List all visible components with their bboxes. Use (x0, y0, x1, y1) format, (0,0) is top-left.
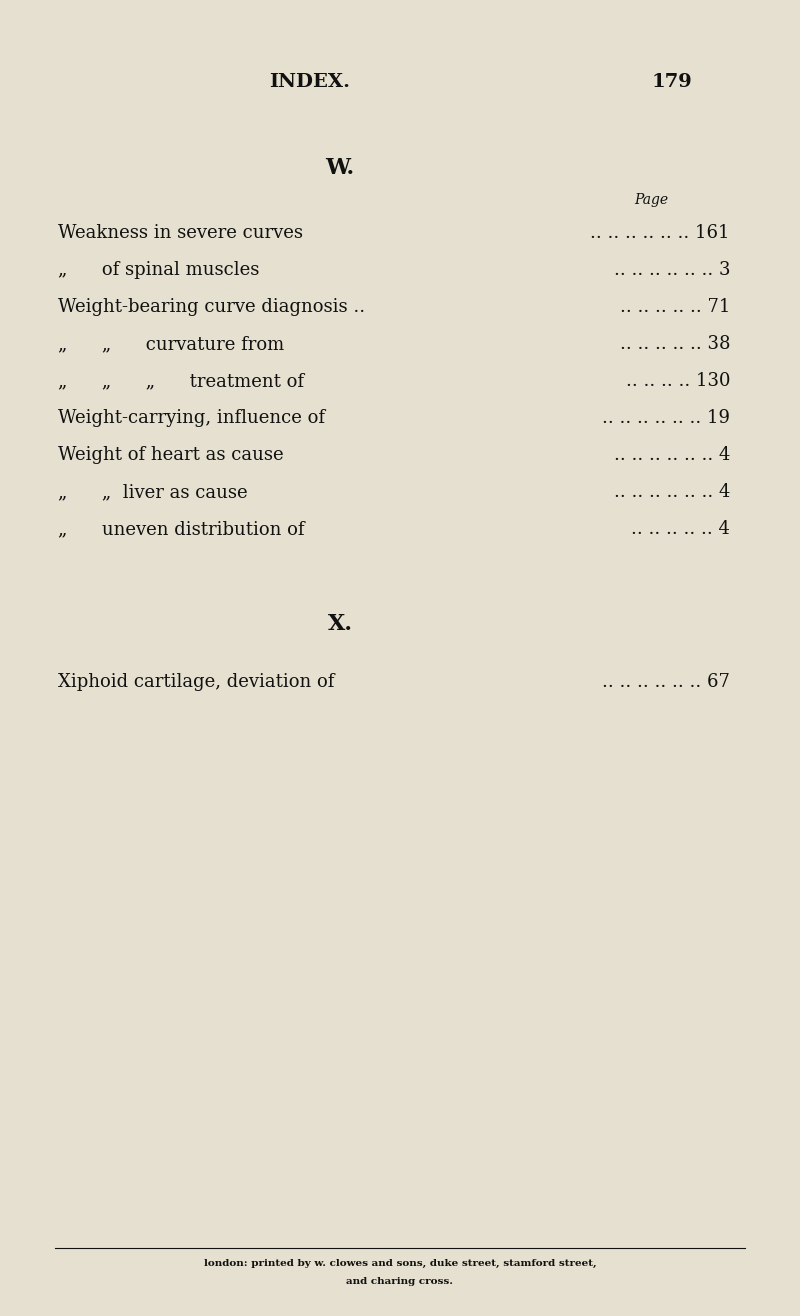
Text: .. .. .. .. .. .. 4: .. .. .. .. .. .. 4 (614, 483, 730, 501)
Text: london: printed by w. clowes and sons, duke street, stamford street,: london: printed by w. clowes and sons, d… (204, 1258, 596, 1267)
Text: „      „      curvature from: „ „ curvature from (58, 336, 284, 353)
Text: Weight-bearing curve diagnosis ..: Weight-bearing curve diagnosis .. (58, 297, 365, 316)
Text: .. .. .. .. .. .. 67: .. .. .. .. .. .. 67 (602, 672, 730, 691)
Text: X.: X. (327, 613, 353, 636)
Text: 179: 179 (652, 72, 692, 91)
Text: „      uneven distribution of: „ uneven distribution of (58, 520, 305, 538)
Text: „      „  liver as cause: „ „ liver as cause (58, 483, 248, 501)
Text: „      of spinal muscles: „ of spinal muscles (58, 261, 259, 279)
Text: .. .. .. .. .. .. 161: .. .. .. .. .. .. 161 (590, 224, 730, 242)
Text: and charing cross.: and charing cross. (346, 1277, 454, 1286)
Text: .. .. .. .. 130: .. .. .. .. 130 (626, 372, 730, 390)
Text: .. .. .. .. .. .. 3: .. .. .. .. .. .. 3 (614, 261, 730, 279)
Text: INDEX.: INDEX. (270, 72, 350, 91)
Text: .. .. .. .. .. 4: .. .. .. .. .. 4 (631, 520, 730, 538)
Text: .. .. .. .. .. .. 19: .. .. .. .. .. .. 19 (602, 409, 730, 426)
Text: Xiphoid cartilage, deviation of: Xiphoid cartilage, deviation of (58, 672, 334, 691)
Text: W.: W. (326, 157, 354, 179)
Text: Weight-carrying, influence of: Weight-carrying, influence of (58, 409, 325, 426)
Text: Page: Page (634, 193, 668, 207)
Text: .. .. .. .. .. .. 4: .. .. .. .. .. .. 4 (614, 446, 730, 465)
Text: Weight of heart as cause: Weight of heart as cause (58, 446, 284, 465)
Text: .. .. .. .. .. 71: .. .. .. .. .. 71 (620, 297, 730, 316)
Text: .. .. .. .. .. 38: .. .. .. .. .. 38 (619, 336, 730, 353)
Text: Weakness in severe curves: Weakness in severe curves (58, 224, 303, 242)
Text: „      „      „      treatment of: „ „ „ treatment of (58, 372, 304, 390)
